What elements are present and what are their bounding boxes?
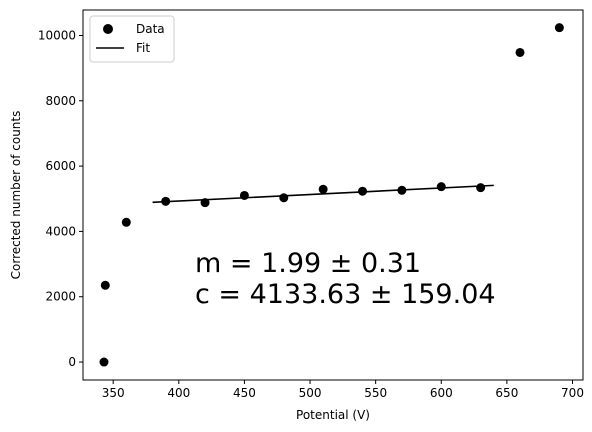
x-axis: 350 400 450 500 550 600 650 700	[102, 380, 584, 400]
x-tick-label: 550	[364, 386, 387, 400]
legend-label-data: Data	[136, 22, 165, 36]
x-tick-label: 600	[430, 386, 453, 400]
plot-area	[83, 10, 583, 380]
legend-label-fit: Fit	[136, 41, 150, 55]
x-tick-label: 700	[561, 386, 584, 400]
fit-line	[152, 184, 494, 204]
y-axis-label: Corrected number of counts	[9, 111, 23, 280]
legend: Data Fit	[89, 15, 175, 63]
data-point	[100, 280, 110, 290]
data-point	[99, 357, 109, 367]
data-point	[397, 185, 407, 195]
y-tick-label: 10000	[38, 28, 76, 42]
data-point	[279, 193, 289, 203]
data-point	[436, 182, 446, 192]
legend-marker-data	[103, 24, 113, 34]
x-tick-label: 400	[167, 386, 190, 400]
data-point	[318, 184, 328, 194]
x-tick-label: 650	[495, 386, 518, 400]
x-tick-label: 450	[233, 386, 256, 400]
y-tick-label: 0	[68, 355, 76, 369]
annotation-intercept: c = 4133.63 ± 159.04	[195, 279, 496, 310]
y-tick-label: 2000	[45, 290, 76, 304]
data-point	[200, 198, 210, 208]
x-axis-label: Potential (V)	[296, 408, 370, 422]
data-point	[358, 186, 368, 196]
plot-frame	[82, 9, 584, 381]
data-point	[239, 190, 249, 200]
annotation-slope: m = 1.99 ± 0.31	[195, 248, 421, 279]
y-tick-label: 8000	[45, 94, 76, 108]
x-tick-label: 500	[299, 386, 322, 400]
data-point	[476, 183, 486, 193]
x-tick-label: 350	[102, 386, 125, 400]
data-point	[121, 217, 131, 227]
y-tick-label: 4000	[45, 224, 76, 238]
series-layer	[99, 23, 564, 367]
y-axis: 0 2000 4000 6000 8000 10000	[38, 28, 83, 369]
data-point	[515, 47, 525, 57]
data-point	[554, 23, 564, 33]
y-tick-label: 6000	[45, 159, 76, 173]
data-point	[161, 196, 171, 206]
